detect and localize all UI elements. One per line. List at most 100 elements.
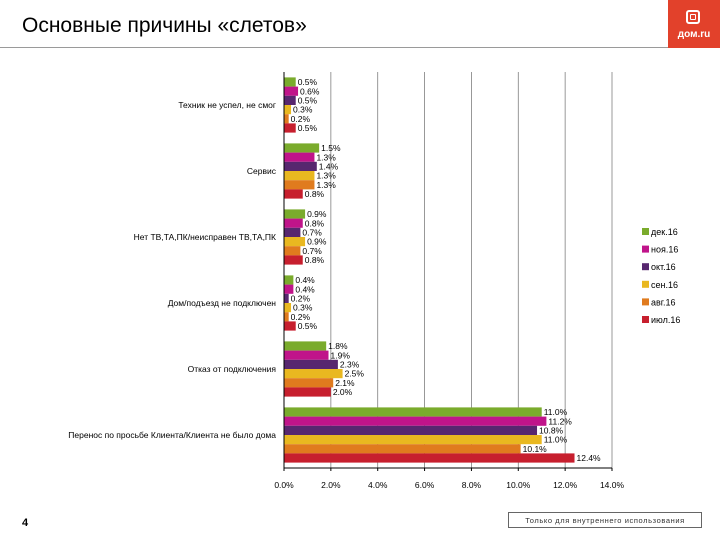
data-label: 0.7%: [302, 228, 322, 238]
data-label: 1.3%: [316, 180, 336, 190]
data-label: 11.2%: [548, 416, 572, 426]
bar: [284, 444, 521, 454]
data-label: 2.0%: [333, 387, 353, 397]
logo-house-icon: [686, 10, 700, 24]
bar: [284, 218, 303, 228]
data-label: 1.5%: [321, 143, 341, 153]
data-label: 0.9%: [307, 237, 327, 247]
legend-label: окт.16: [651, 262, 676, 272]
legend-label: дек.16: [651, 227, 678, 237]
data-label: 11.0%: [544, 407, 568, 417]
bar: [284, 341, 327, 351]
bar: [284, 114, 289, 124]
x-tick-label: 14.0%: [600, 480, 625, 490]
data-label: 2.1%: [335, 378, 355, 388]
bar: [284, 275, 294, 285]
x-tick-label: 6.0%: [415, 480, 435, 490]
legend-label: ноя.16: [651, 245, 678, 255]
data-label: 1.8%: [328, 341, 348, 351]
data-label: 0.5%: [298, 123, 318, 133]
bar: [284, 161, 317, 171]
bar: [284, 453, 575, 463]
page-title: Основные причины «слетов»: [22, 14, 307, 37]
bar: [284, 209, 306, 219]
bar: [284, 407, 542, 417]
x-tick-label: 10.0%: [506, 480, 531, 490]
legend-swatch: [642, 280, 649, 288]
data-label: 0.3%: [293, 303, 313, 313]
bar: [284, 312, 289, 322]
legend-swatch: [642, 316, 649, 323]
bar: [284, 425, 538, 435]
x-tick-label: 12.0%: [553, 480, 578, 490]
data-label: 1.3%: [316, 171, 336, 181]
data-label: 12.4%: [577, 453, 602, 463]
data-label: 0.9%: [307, 209, 327, 219]
data-label: 2.5%: [345, 369, 365, 379]
data-label: 0.8%: [305, 218, 325, 228]
bar: [284, 246, 301, 256]
bar: [284, 77, 296, 87]
data-label: 0.2%: [291, 312, 311, 322]
bar: [284, 284, 294, 294]
bar: [284, 350, 329, 360]
bar: [284, 171, 315, 181]
page-number: 4: [22, 517, 29, 529]
bar: [284, 143, 320, 153]
bar: [284, 180, 315, 190]
title-divider: [0, 47, 668, 48]
bar: [284, 435, 542, 445]
category-label: Перенос по просьбе Клиента/Клиента не бы…: [68, 430, 276, 440]
category-label: Отказ от подключения: [188, 364, 277, 374]
bar: [284, 237, 306, 247]
bar: [284, 359, 338, 369]
bar: [284, 378, 334, 388]
data-label: 0.2%: [291, 294, 311, 304]
x-tick-label: 2.0%: [321, 480, 341, 490]
data-label: 0.8%: [305, 255, 325, 265]
bar: [284, 321, 296, 331]
legend-label: сен.16: [651, 280, 678, 290]
x-tick-label: 0.0%: [274, 480, 294, 490]
data-label: 0.4%: [295, 275, 315, 285]
data-label: 0.4%: [295, 284, 315, 294]
data-label: 10.1%: [523, 444, 548, 454]
data-label: 1.9%: [331, 350, 351, 360]
data-label: 0.2%: [291, 114, 311, 124]
bar: [284, 293, 289, 303]
bar: [284, 152, 315, 162]
bar: [284, 255, 303, 265]
bar: [284, 369, 343, 379]
bar: [284, 189, 303, 199]
legend-label: авг.16: [651, 297, 675, 307]
data-label: 1.4%: [319, 162, 339, 172]
data-label: 11.0%: [544, 435, 568, 445]
brand-logo: дом.ru: [668, 0, 720, 48]
bar: [284, 123, 296, 133]
bar: [284, 387, 331, 397]
data-label: 0.7%: [302, 246, 322, 256]
category-label: Нет ТВ,ТА,ПК/неисправен ТВ,ТА,ПК: [134, 232, 276, 242]
data-label: 0.5%: [298, 321, 318, 331]
legend-swatch: [642, 245, 649, 253]
data-label: 0.8%: [305, 189, 325, 199]
data-label: 1.3%: [316, 152, 336, 162]
x-tick-label: 4.0%: [368, 480, 388, 490]
data-label: 0.6%: [300, 86, 320, 96]
data-label: 0.3%: [293, 105, 313, 115]
data-label: 10.8%: [539, 426, 564, 436]
bar: [284, 303, 292, 313]
bar: [284, 95, 296, 105]
x-tick-label: 8.0%: [462, 480, 482, 490]
bar: [284, 86, 299, 96]
category-label: Техник не успел, не смог: [178, 100, 276, 110]
bar: [284, 105, 292, 115]
legend-swatch: [642, 263, 649, 271]
data-label: 0.5%: [298, 96, 318, 106]
bar: [284, 227, 301, 237]
internal-use-note: Только для внутреннего использования: [508, 512, 702, 528]
bar: [284, 416, 547, 426]
legend-swatch: [642, 298, 649, 306]
data-label: 2.3%: [340, 360, 360, 370]
